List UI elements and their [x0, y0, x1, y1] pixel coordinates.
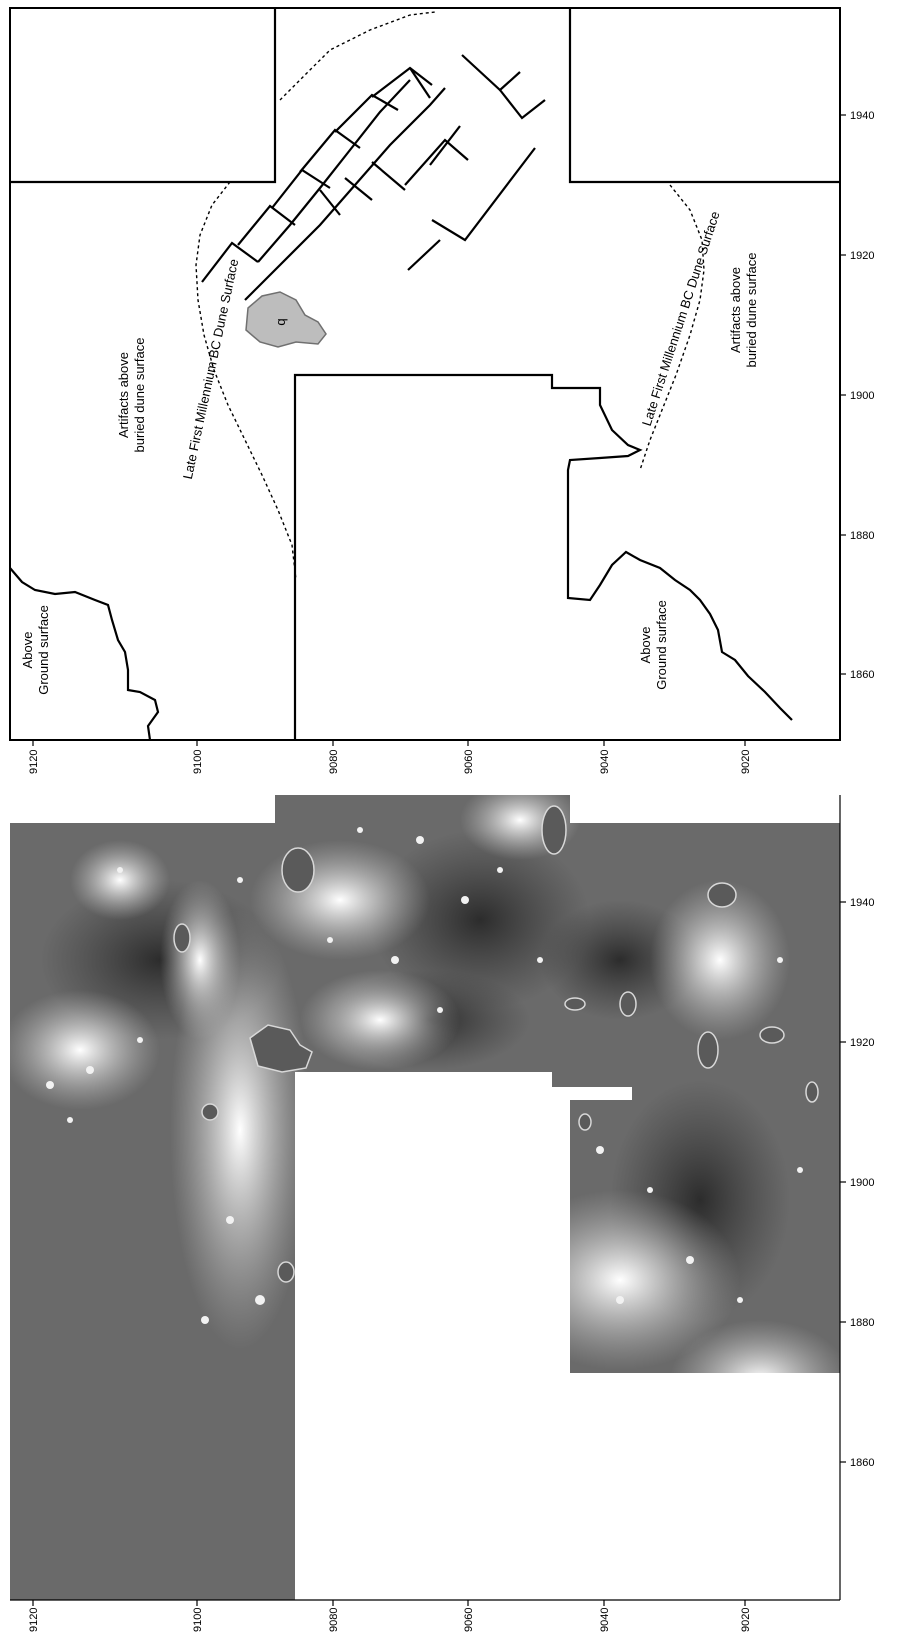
svg-text:buried dune surface: buried dune surface [744, 253, 759, 368]
above-ground-right-label: Above Ground surface [638, 600, 669, 690]
ground-surface-left-line [9, 567, 160, 741]
artifacts-right-label: Artifacts above buried dune surface [728, 253, 759, 368]
top-y-tick-9120: 9120 [28, 750, 40, 774]
geophysics-raster [10, 795, 840, 1600]
dune-dashed-top [279, 11, 436, 101]
top-y-axis: 9120 9100 9080 9060 9040 9020 [28, 740, 752, 774]
top-x-tick-1860: 1860 [850, 669, 874, 681]
svg-text:Above: Above [20, 632, 35, 669]
bottom-x-tick-1860: 1860 [850, 1457, 874, 1469]
bottom-y-tick-9080: 9080 [328, 1608, 340, 1632]
top-y-tick-9020: 9020 [740, 750, 752, 774]
boundary-center-and-right [293, 373, 793, 740]
dune-surface-left-label: Late First Millennium BC Dune Surface [180, 258, 241, 481]
svg-text:Artifacts above: Artifacts above [116, 352, 131, 438]
top-x-tick-1880: 1880 [850, 530, 874, 542]
bottom-map-panel: 1940 1920 1900 1880 1860 9120 9100 9080 … [10, 795, 874, 1632]
bottom-x-tick-1880: 1880 [850, 1317, 874, 1329]
svg-text:buried dune surface: buried dune surface [132, 338, 147, 453]
bottom-x-tick-1940: 1940 [850, 897, 874, 909]
svg-text:Ground surface: Ground surface [654, 600, 669, 690]
top-x-tick-1940: 1940 [850, 110, 874, 122]
bottom-y-tick-9040: 9040 [599, 1608, 611, 1632]
dune-dashed-right [639, 184, 705, 471]
top-y-tick-9040: 9040 [599, 750, 611, 774]
bottom-y-tick-9100: 9100 [192, 1608, 204, 1632]
top-y-tick-9080: 9080 [328, 750, 340, 774]
top-x-tick-1900: 1900 [850, 390, 874, 402]
svg-text:Artifacts above: Artifacts above [728, 267, 743, 353]
top-x-tick-1920: 1920 [850, 250, 874, 262]
top-map-frame [9, 7, 841, 741]
boundary-upper-right [568, 8, 840, 184]
boundary-upper-left [10, 8, 277, 184]
top-map-panel: b Above Ground surface Above Ground surf… [9, 7, 874, 774]
dune-surface-right-label: Late First Millennium BC Dune Surface [639, 209, 723, 427]
top-x-axis: 1940 1920 1900 1880 1860 [840, 110, 874, 681]
bottom-y-tick-9020: 9020 [740, 1608, 752, 1632]
excavation-boundaries [9, 8, 840, 741]
top-y-tick-9100: 9100 [192, 750, 204, 774]
svg-text:Above: Above [638, 627, 653, 664]
feature-b-label: b [275, 318, 290, 325]
above-ground-left-label: Above Ground surface [20, 605, 51, 695]
bottom-x-tick-1900: 1900 [850, 1177, 874, 1189]
dune-dashed-left [195, 181, 297, 581]
bottom-x-axis: 1940 1920 1900 1880 1860 [840, 897, 874, 1469]
bottom-y-tick-9060: 9060 [463, 1608, 475, 1632]
bottom-x-tick-1920: 1920 [850, 1037, 874, 1049]
bottom-y-tick-9120: 9120 [28, 1608, 40, 1632]
bottom-y-axis: 9120 9100 9080 9060 9040 9020 [28, 1600, 752, 1632]
svg-text:Ground surface: Ground surface [36, 605, 51, 695]
wall-segments [201, 54, 546, 301]
feature-b-shape [245, 291, 327, 348]
top-y-tick-9060: 9060 [463, 750, 475, 774]
artifacts-left-label: Artifacts above buried dune surface [116, 338, 147, 453]
